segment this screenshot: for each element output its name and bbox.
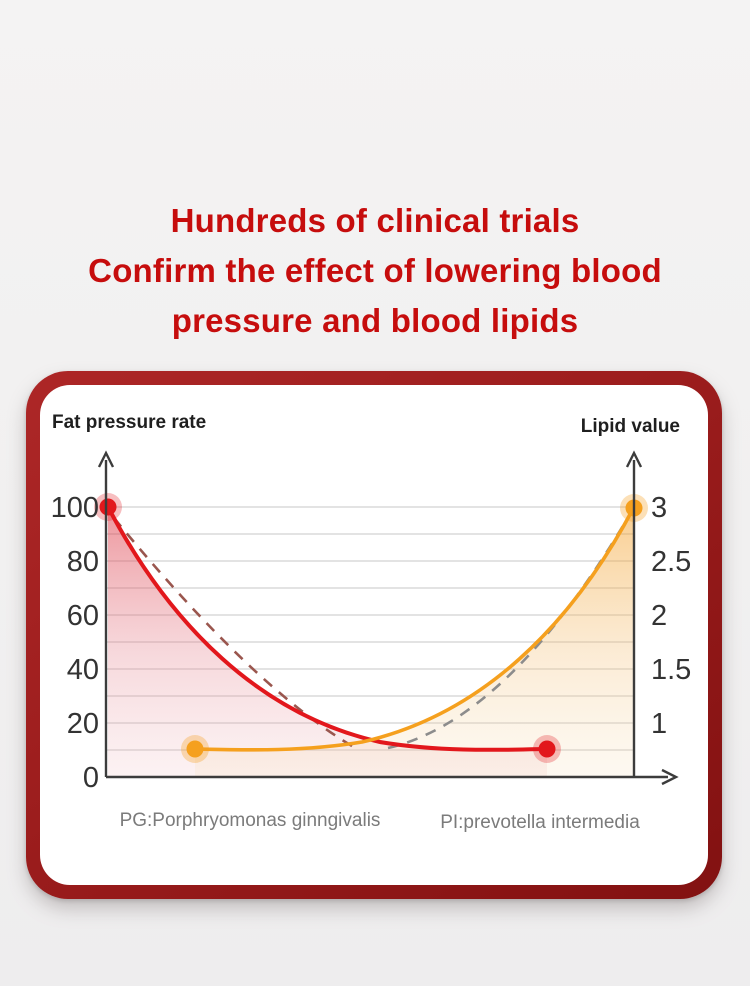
red-series-area (108, 507, 547, 777)
left-axis-tick-80: 80 (67, 546, 99, 578)
page-title: Hundreds of clinical trials Confirm the … (0, 196, 750, 346)
left-axis-tick-40: 40 (67, 654, 99, 686)
x-axis-label-pg: PG:Porphryomonas ginngivalis (119, 810, 381, 831)
orange-series-curve (193, 505, 636, 752)
right-axis-tick-1-5: 1.5 (651, 654, 691, 686)
right-axis-title: Lipid value (580, 416, 680, 437)
orange-series-start-marker (181, 735, 209, 763)
right-axis-tick-3: 3 (651, 492, 667, 524)
axes (97, 450, 679, 786)
red-series-start-marker (94, 493, 122, 521)
left-axis-tick-60: 60 (67, 600, 99, 632)
x-axis-arrow-icon (661, 768, 679, 786)
left-axis-tick-20: 20 (67, 708, 99, 740)
red-series-end-marker (533, 735, 561, 763)
right-axis-arrow-icon (625, 450, 643, 468)
left-axis-title: Fat pressure rate (52, 412, 207, 433)
orange-series-area (195, 507, 634, 777)
left-axis-tick-100: 100 (51, 492, 99, 524)
right-axis-tick-2-5: 2.5 (651, 546, 691, 578)
right-axis-tick-2: 2 (651, 600, 667, 632)
title-line-2: Confirm the effect of lowering blood (88, 252, 662, 289)
right-axis-tick-1: 1 (651, 708, 667, 740)
title-line-1: Hundreds of clinical trials (170, 202, 580, 239)
title-line-3: pressure and blood lipids (171, 302, 579, 339)
left-axis-arrow-icon (97, 450, 115, 468)
x-axis-label-pi: PI:prevotella intermedia (440, 812, 640, 833)
red-series-curve (106, 505, 549, 752)
descending-dashed-trendline (112, 517, 358, 751)
left-axis-tick-0: 0 (83, 762, 99, 794)
